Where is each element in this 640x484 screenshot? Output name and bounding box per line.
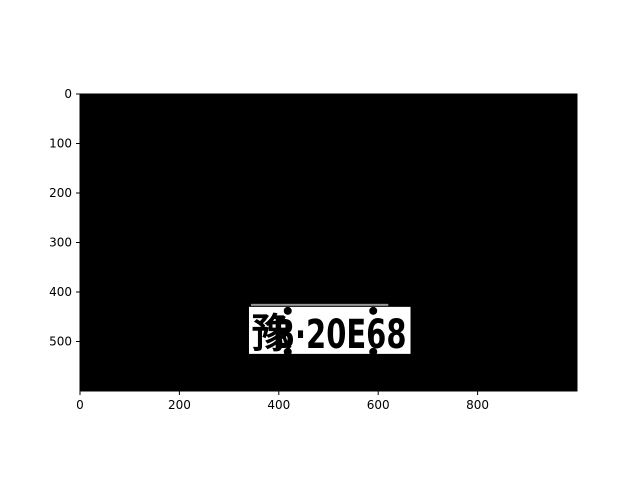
x-tick-label: 800 <box>466 398 489 412</box>
y-axis: 0 100 200 300 400 500 <box>49 87 81 391</box>
plate-number-text: B·20E68 <box>273 312 407 358</box>
x-axis: 0 200 400 600 800 <box>76 390 577 412</box>
y-tick-label: 100 <box>49 137 72 151</box>
plate-province-char: 豫 <box>252 311 292 357</box>
plate-rivet-1 <box>283 306 292 315</box>
y-tick-label: 0 <box>64 87 72 101</box>
x-tick-label: 600 <box>367 398 390 412</box>
y-tick-label: 500 <box>49 335 72 349</box>
plate-rivet-3 <box>283 347 292 356</box>
x-tick-label: 0 <box>76 398 84 412</box>
y-tick-label: 300 <box>49 236 72 250</box>
plot-area: 豫B·20E68 <box>79 93 578 392</box>
license-plate <box>248 306 411 354</box>
y-tick-label: 400 <box>49 285 72 299</box>
plate-rivet-4 <box>369 347 378 356</box>
x-tick-label: 200 <box>168 398 191 412</box>
y-tick-label: 200 <box>49 186 72 200</box>
plate-top-edge <box>250 303 389 306</box>
x-tick-label: 400 <box>267 398 290 412</box>
plate-rivet-2 <box>369 306 378 315</box>
